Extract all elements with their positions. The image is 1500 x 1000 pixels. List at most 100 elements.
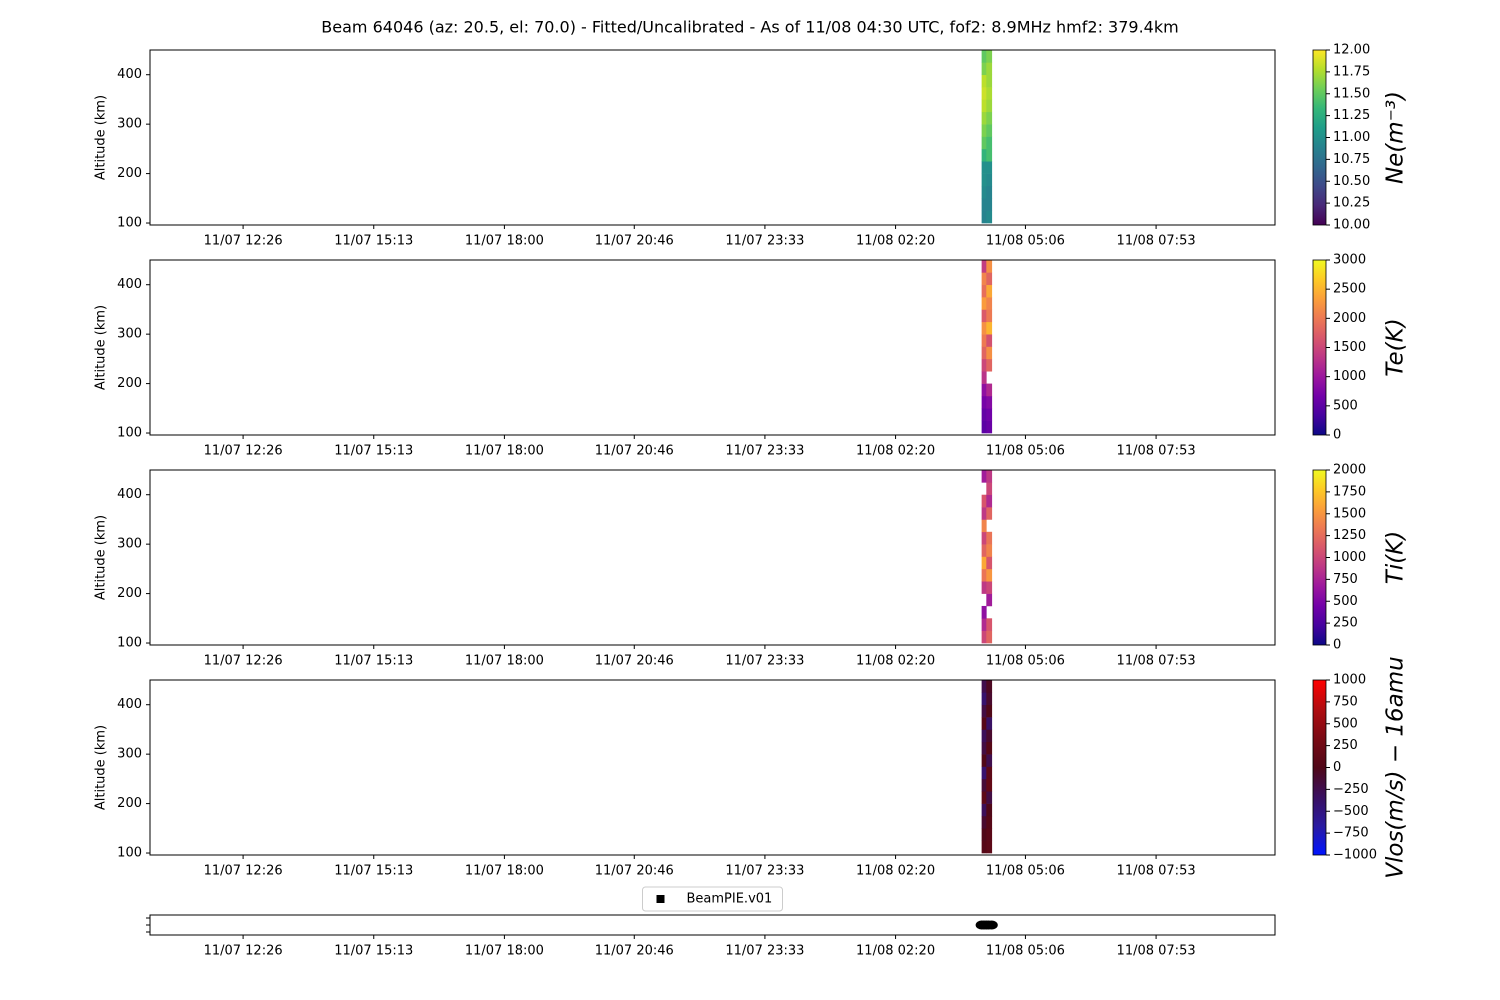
heatmap-cell bbox=[986, 185, 993, 199]
colorbar-tick-label: −750 bbox=[1333, 826, 1369, 841]
y-tick-label: 100 bbox=[117, 216, 142, 231]
colorbar-tick-label: 11.75 bbox=[1333, 64, 1370, 79]
heatmap-cell bbox=[986, 593, 993, 607]
heatmap-cell bbox=[981, 198, 987, 211]
heatmap-cell bbox=[981, 297, 987, 310]
colorbar-tick-label: 1500 bbox=[1333, 506, 1366, 521]
heatmap-cell bbox=[981, 74, 987, 88]
colorbar-label: Ti(K) bbox=[1383, 531, 1409, 584]
x-tick-label: 11/08 07:53 bbox=[1117, 864, 1196, 879]
heatmap-cell bbox=[986, 618, 993, 631]
y-axis-label: Altitude (km) bbox=[94, 95, 109, 180]
heatmap-cell bbox=[986, 568, 993, 582]
heatmap-cell bbox=[986, 840, 993, 854]
legend-box bbox=[642, 886, 783, 912]
heatmap-cell bbox=[986, 815, 993, 829]
x-tick-label: 11/08 02:20 bbox=[856, 654, 935, 669]
y-tick-label: 200 bbox=[117, 376, 142, 391]
heatmap bbox=[981, 680, 993, 854]
heatmap-cell bbox=[986, 741, 993, 755]
heatmap-cell bbox=[986, 828, 993, 841]
heatmap-cell bbox=[986, 544, 993, 557]
colorbar-tick-label: 1500 bbox=[1333, 340, 1366, 355]
colorbar bbox=[1312, 679, 1327, 856]
panel: 100 200 300 400 Altitude (km) 0 250 500 750 1000 1… bbox=[94, 463, 1409, 653]
heatmap-cell bbox=[981, 815, 987, 829]
heatmap-cell bbox=[986, 260, 993, 273]
heatmap-cell bbox=[981, 544, 987, 557]
y-tick-label: 100 bbox=[117, 846, 142, 861]
y-tick-label: 100 bbox=[117, 426, 142, 441]
x-tick-label: 11/07 23:33 bbox=[725, 444, 804, 459]
colorbar-tick-label: 2000 bbox=[1333, 463, 1366, 478]
heatmap-cell bbox=[986, 729, 993, 743]
heatmap-cell bbox=[986, 531, 993, 545]
heatmap-cell bbox=[981, 519, 987, 533]
y-tick-label: 300 bbox=[117, 327, 142, 342]
colorbar-tick-label: 1250 bbox=[1333, 528, 1366, 543]
heatmap-cell bbox=[981, 321, 987, 335]
heatmap-cell bbox=[986, 99, 993, 113]
heatmap-cell bbox=[986, 803, 993, 817]
heatmap bbox=[981, 260, 993, 434]
y-tick-label: 400 bbox=[117, 697, 142, 712]
heatmap-cell bbox=[981, 148, 987, 162]
heatmap-cell bbox=[981, 383, 987, 397]
heatmap-cell bbox=[981, 791, 987, 804]
heatmap-cell bbox=[986, 309, 993, 323]
y-tick-label: 400 bbox=[117, 277, 142, 292]
heatmap-cell bbox=[986, 297, 993, 310]
heatmap-cell bbox=[981, 99, 987, 113]
colorbar-tick-label: 10.75 bbox=[1333, 152, 1370, 167]
heatmap-cell bbox=[981, 346, 987, 360]
colorbar-label: Ne(m⁻³) bbox=[1383, 91, 1409, 184]
heatmap-cell bbox=[981, 618, 987, 631]
x-tick-label: 11/08 05:06 bbox=[986, 654, 1065, 669]
y-tick-label: 300 bbox=[117, 117, 142, 132]
x-tick-label: 11/07 15:13 bbox=[334, 864, 413, 879]
x-tick-label: 11/07 18:00 bbox=[465, 944, 544, 959]
x-tick-label: 11/07 20:46 bbox=[595, 944, 674, 959]
x-tick-label: 11/07 23:33 bbox=[725, 654, 804, 669]
heatmap-cell bbox=[981, 717, 987, 730]
legend-marker bbox=[656, 895, 665, 903]
heatmap-cell bbox=[981, 729, 987, 743]
heatmap-cell bbox=[986, 556, 993, 570]
heatmap-cell bbox=[986, 161, 993, 174]
x-tick-label: 11/07 18:00 bbox=[465, 234, 544, 249]
x-tick-label: 11/07 20:46 bbox=[595, 864, 674, 879]
x-tick-label: 11/08 07:53 bbox=[1117, 654, 1196, 669]
x-tick-label: 11/08 07:53 bbox=[1117, 444, 1196, 459]
heatmap-cell bbox=[986, 581, 993, 594]
colorbar-tick-label: 750 bbox=[1333, 694, 1358, 709]
x-tick-label: 11/07 23:33 bbox=[725, 864, 804, 879]
y-tick-label: 200 bbox=[117, 796, 142, 811]
x-tick-label: 11/07 12:26 bbox=[204, 654, 283, 669]
heatmap-cell bbox=[981, 334, 987, 347]
x-tick-label: 11/08 02:20 bbox=[856, 864, 935, 879]
colorbar-tick-label: 0 bbox=[1333, 760, 1341, 775]
heatmap-cell bbox=[981, 507, 987, 520]
colorbar-tick-label: −250 bbox=[1333, 782, 1369, 797]
heatmap-cell bbox=[981, 87, 987, 100]
heatmap-cell bbox=[981, 704, 987, 718]
heatmap-cell bbox=[981, 50, 987, 63]
heatmap-cell bbox=[986, 494, 993, 508]
heatmap-cell bbox=[986, 408, 993, 421]
colorbar-tick-label: −1000 bbox=[1333, 848, 1377, 863]
colorbar-label: Te(K) bbox=[1383, 318, 1409, 376]
heatmap-cell bbox=[981, 680, 987, 693]
heatmap-cell bbox=[981, 766, 987, 780]
heatmap-cell bbox=[981, 161, 987, 174]
colorbar-tick-label: 1750 bbox=[1333, 484, 1366, 499]
colorbar-tick-label: 1000 bbox=[1333, 369, 1366, 384]
x-tick-label: 11/07 18:00 bbox=[465, 864, 544, 879]
y-tick-label: 400 bbox=[117, 487, 142, 502]
heatmap-cell bbox=[981, 185, 987, 199]
heatmap-cell bbox=[981, 828, 987, 841]
heatmap-cell bbox=[981, 371, 987, 384]
heatmap-cell bbox=[981, 692, 987, 706]
x-tick-label: 11/07 18:00 bbox=[465, 654, 544, 669]
y-tick-label: 300 bbox=[117, 747, 142, 762]
